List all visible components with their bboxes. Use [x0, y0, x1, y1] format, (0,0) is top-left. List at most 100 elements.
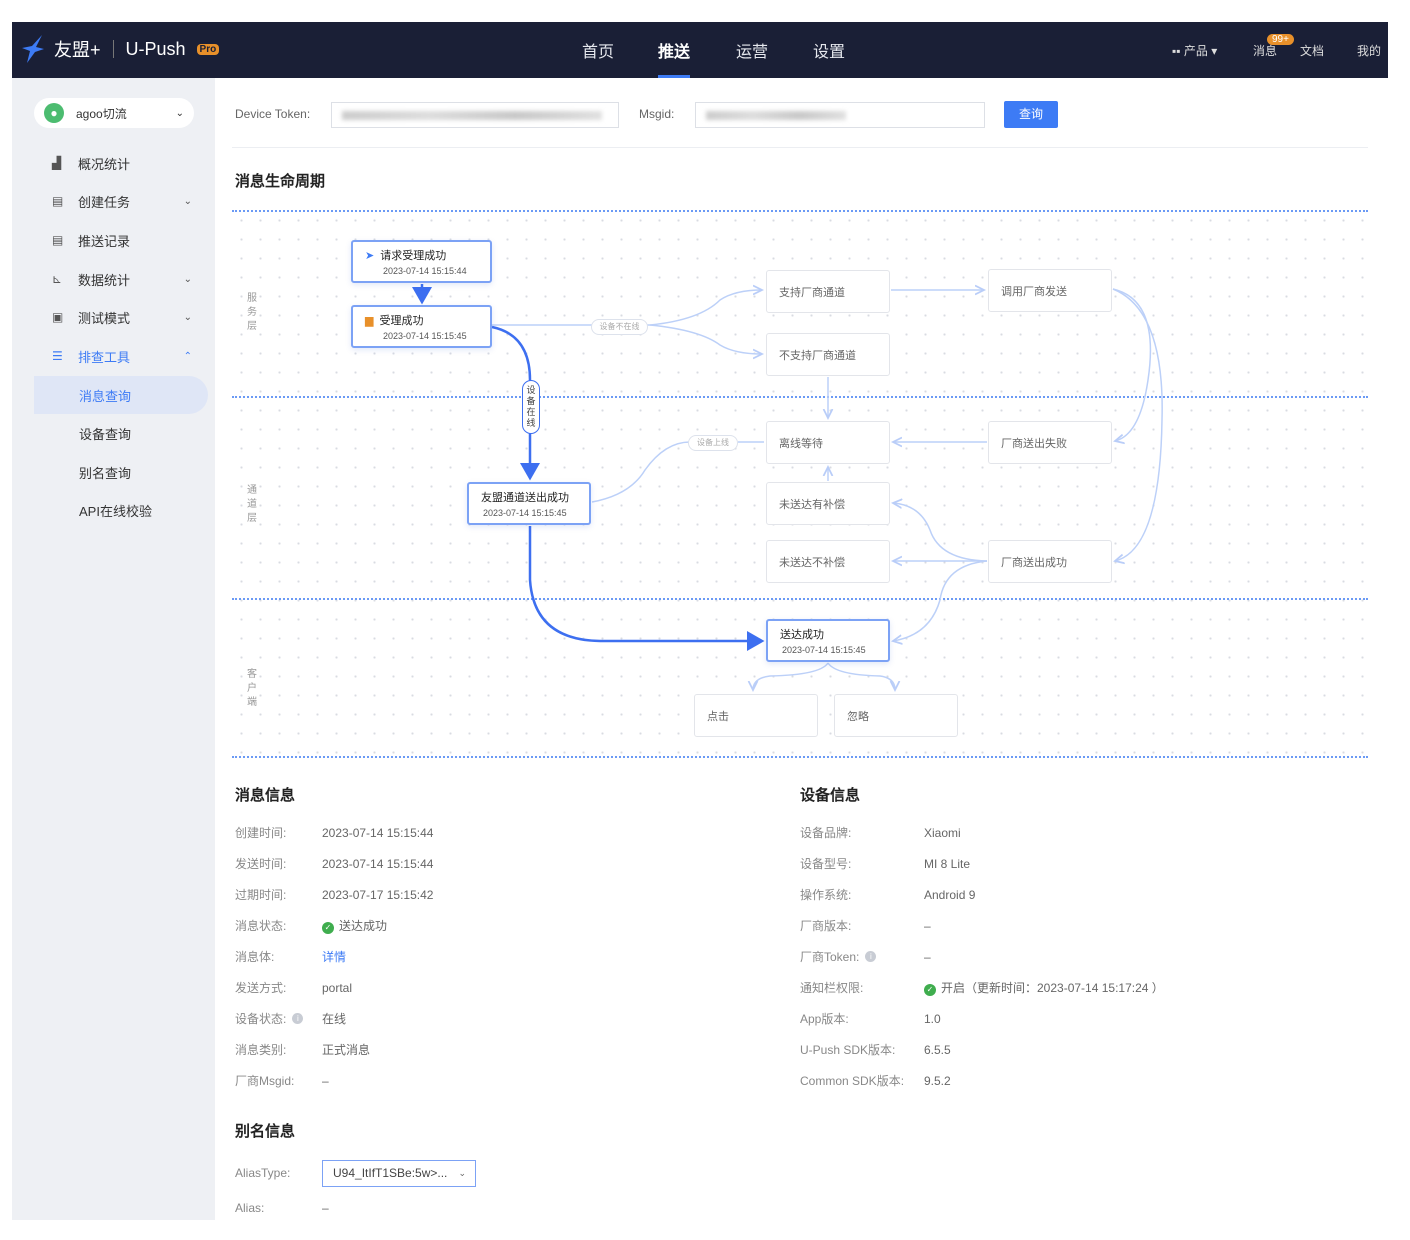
- sidebar-item-create-task[interactable]: ▤ 创建任务 ⌄: [52, 194, 192, 210]
- node-vendor-support[interactable]: 支持厂商通道: [766, 270, 890, 313]
- node-umeng-sent[interactable]: 友盟通道送出成功 2023-07-14 15:15:45: [467, 482, 591, 525]
- divider: [232, 147, 1368, 148]
- nav-operations[interactable]: 运营: [736, 44, 769, 61]
- node-click[interactable]: 点击: [694, 694, 818, 737]
- message-info-title: 消息信息: [235, 787, 296, 804]
- sidebar-sub-message-query[interactable]: 消息查询: [34, 376, 208, 414]
- info-row-body: 消息体: 详情: [235, 950, 347, 964]
- node-undelivered-nocomp[interactable]: 未送达不补偿: [766, 540, 890, 583]
- node-ignore[interactable]: 忽略: [834, 694, 958, 737]
- sidebar-item-test-mode[interactable]: ▣ 测试模式 ⌄: [52, 310, 192, 326]
- node-delivered[interactable]: 送达成功 2023-07-14 15:15:45: [766, 619, 890, 662]
- edge-delivered-click: [753, 662, 829, 690]
- edge-call-fail: [1112, 288, 1152, 441]
- android-icon: ●: [44, 103, 64, 123]
- nav-settings[interactable]: 设置: [813, 44, 846, 61]
- page-bottom: [12, 1220, 1388, 1240]
- sidebar-item-data-stats[interactable]: ⊾ 数据统计 ⌄: [52, 272, 192, 288]
- node-request-accepted[interactable]: ➤ 请求受理成功 2023-07-14 15:15:44: [351, 240, 492, 283]
- document-icon: ▆: [365, 314, 374, 327]
- info-row-sent: 发送时间: 2023-07-14 15:15:44: [235, 856, 434, 872]
- product-name: U-Push: [125, 38, 186, 59]
- chevron-down-icon: ⌄: [183, 195, 192, 207]
- sidebar-sub-alias-query[interactable]: 别名查询: [79, 465, 132, 481]
- pro-badge: Pro: [196, 43, 220, 55]
- node-undelivered-comp[interactable]: 未送达有补偿: [766, 482, 890, 525]
- message-count-badge: 99+: [1267, 34, 1294, 45]
- doc-icon: ▤: [52, 194, 64, 208]
- products-menu[interactable]: ▪▪ 产品 ▾: [1172, 44, 1218, 58]
- info-row-created: 创建时间: 2023-07-14 15:15:44: [235, 825, 434, 841]
- line-chart-icon: ⊾: [52, 272, 63, 286]
- brand-name: 友盟+: [54, 40, 101, 60]
- lifecycle-title: 消息生命周期: [235, 173, 326, 190]
- info-row-method: 发送方式: portal: [235, 980, 353, 996]
- monitor-icon: ▣: [52, 310, 64, 324]
- info-row-vendor-token: 厂商Token: i –: [800, 949, 931, 965]
- sidebar-item-overview[interactable]: ▟ 概况统计: [52, 156, 131, 172]
- chevron-down-icon: ⌄: [175, 107, 184, 119]
- device-info-list: 设备品牌: Xiaomi 设备型号: MI 8 Lite 操作系统: Android …: [800, 817, 1360, 1096]
- info-row-app-version: App版本: 1.0: [800, 1011, 941, 1027]
- nav-push[interactable]: 推送: [658, 22, 691, 78]
- docs-link[interactable]: 文档: [1300, 44, 1325, 58]
- caret-down-icon: ▾: [1211, 44, 1218, 58]
- device-token-input[interactable]: [331, 102, 619, 128]
- check-circle-icon: ✓: [322, 922, 334, 934]
- info-row-common-sdk: Common SDK版本: 9.5.2: [800, 1073, 951, 1089]
- send-icon: ➤: [365, 249, 375, 262]
- node-offline-wait[interactable]: 离线等待: [766, 421, 890, 464]
- edge-success-delivered: [893, 560, 988, 641]
- grid-icon: ▪▪: [1172, 44, 1181, 58]
- device-token-label: Device Token:: [235, 107, 311, 121]
- edge-label-offline: 设备不在线: [591, 319, 648, 335]
- node-call-vendor[interactable]: 调用厂商发送: [988, 269, 1112, 312]
- list-icon: ☰: [52, 349, 63, 363]
- record-icon: ▤: [52, 233, 64, 247]
- top-header: 友盟+ U-Push Pro 首页 推送 运营 设置 ▪▪ 产品 ▾ 消息 99+…: [12, 22, 1388, 78]
- edge-label-came-online: 设备上线: [688, 435, 738, 451]
- sidebar-sub-api-check[interactable]: API在线校验: [79, 503, 152, 519]
- lane-divider: [232, 598, 1368, 600]
- info-row-vendor-version: 厂商版本: –: [800, 918, 931, 934]
- details-link[interactable]: 详情: [322, 950, 347, 964]
- sidebar: ● agoo切流 ⌄ ▟ 概况统计 ▤ 创建任务 ⌄ ▤ 推送记录 ⊾ 数据统计 ⌄ ▣ 测试…: [12, 78, 215, 1220]
- lane-label-client: 客户端: [247, 669, 257, 708]
- chevron-down-icon: ⌄: [458, 1168, 466, 1178]
- app-selector[interactable]: ● agoo切流 ⌄: [34, 98, 194, 128]
- alias-info-title: 别名信息: [235, 1123, 296, 1140]
- info-row-expire: 过期时间: 2023-07-17 15:15:42: [235, 887, 434, 903]
- node-accepted[interactable]: ▆ 受理成功 2023-07-14 15:15:45: [351, 305, 492, 348]
- lane-divider: [232, 210, 1368, 212]
- edge-offline: [492, 290, 762, 326]
- edge-call-success: [1112, 288, 1163, 561]
- info-row-vendor-msgid: 厂商Msgid: –: [235, 1073, 329, 1089]
- sidebar-item-push-records[interactable]: ▤ 推送记录: [52, 233, 131, 249]
- chevron-down-icon: ⌄: [183, 311, 192, 323]
- alias-value: –: [322, 1201, 329, 1215]
- info-row-os: 操作系统: Android 9: [800, 887, 976, 903]
- chevron-down-icon: ⌄: [183, 273, 192, 285]
- info-icon[interactable]: i: [292, 1013, 304, 1024]
- messages-link[interactable]: 消息 99+: [1253, 34, 1294, 59]
- sidebar-item-troubleshoot[interactable]: ☰ 排查工具 ⌃: [52, 349, 192, 365]
- query-button[interactable]: 查询: [1004, 101, 1058, 128]
- edge-umeng-delivered: [528, 526, 765, 651]
- device-info-title: 设备信息: [800, 787, 861, 804]
- alias-type-select[interactable]: U94_ItIfT1SBe:5w>... ⌄: [322, 1160, 476, 1187]
- node-vendor-success[interactable]: 厂商送出成功: [988, 540, 1112, 583]
- logo[interactable]: 友盟+ U-Push Pro: [20, 34, 220, 64]
- node-vendor-fail[interactable]: 厂商送出失败: [988, 421, 1112, 464]
- chart-icon: ▟: [52, 156, 62, 170]
- info-icon[interactable]: i: [865, 951, 877, 962]
- node-vendor-nosupport[interactable]: 不支持厂商通道: [766, 333, 890, 376]
- sidebar-sub-device-query[interactable]: 设备查询: [79, 426, 132, 442]
- nav-home[interactable]: 首页: [582, 44, 615, 61]
- edge-came-online: [591, 441, 764, 503]
- msgid-input[interactable]: [695, 102, 985, 128]
- edge-success-comp: [893, 503, 988, 562]
- info-row-notification-permission: 通知栏权限: ✓ 开启（更新时间：2023-07-14 15:17:24 ）: [800, 981, 1164, 996]
- lane-divider: [232, 756, 1368, 758]
- mine-menu[interactable]: 我的: [1357, 44, 1382, 58]
